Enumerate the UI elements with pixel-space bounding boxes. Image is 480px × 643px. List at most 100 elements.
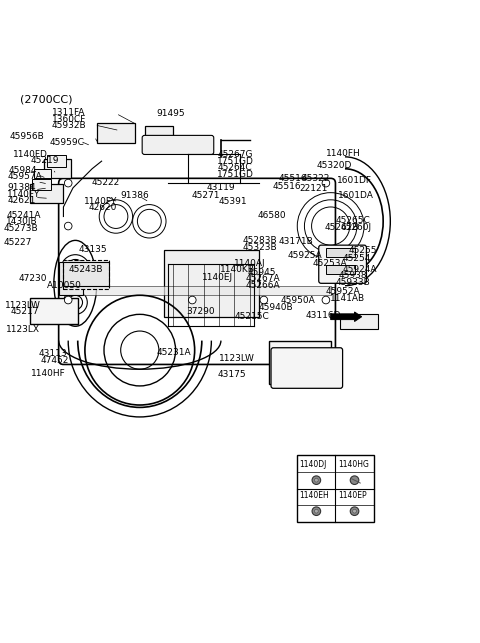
Text: 43119: 43119 xyxy=(206,183,235,192)
Text: 45924A: 45924A xyxy=(342,264,377,273)
Text: 45243B: 45243B xyxy=(68,264,103,273)
Circle shape xyxy=(322,260,330,268)
Text: 1140KB: 1140KB xyxy=(220,266,255,275)
Text: (2700CC): (2700CC) xyxy=(21,95,73,105)
Bar xyxy=(33,179,51,190)
Text: 91495: 91495 xyxy=(156,109,185,118)
Text: 1141AB: 1141AB xyxy=(330,294,365,303)
Bar xyxy=(59,262,83,295)
Text: 45222: 45222 xyxy=(91,177,120,186)
Text: A10050: A10050 xyxy=(47,281,82,290)
Text: 45938: 45938 xyxy=(338,271,367,280)
Text: 45323B: 45323B xyxy=(242,243,277,252)
Text: 45254: 45254 xyxy=(342,254,371,263)
Text: 47230: 47230 xyxy=(18,274,47,283)
Bar xyxy=(297,455,373,522)
Text: 1123LW: 1123LW xyxy=(218,354,254,363)
Bar xyxy=(164,250,259,317)
Text: 45984: 45984 xyxy=(9,166,37,175)
Text: 45262B: 45262B xyxy=(325,222,360,231)
Text: 45264C: 45264C xyxy=(217,163,252,172)
Circle shape xyxy=(353,509,357,513)
Bar xyxy=(63,260,109,289)
Text: 45260J: 45260J xyxy=(340,222,372,231)
Bar xyxy=(63,262,109,285)
Text: 45217: 45217 xyxy=(11,307,39,316)
Text: 1601DA: 1601DA xyxy=(338,191,374,200)
Text: 42621: 42621 xyxy=(7,195,36,204)
Text: 37290: 37290 xyxy=(187,307,215,316)
Text: 1311FA: 1311FA xyxy=(51,109,85,118)
Text: 45265C: 45265C xyxy=(336,216,370,225)
Text: 45273B: 45273B xyxy=(4,224,38,233)
Text: 45267A: 45267A xyxy=(246,274,280,283)
Text: 45322: 45322 xyxy=(301,174,329,183)
FancyArrow shape xyxy=(331,312,362,322)
Text: 45215C: 45215C xyxy=(235,312,269,322)
Bar xyxy=(47,156,66,167)
Text: 45266A: 45266A xyxy=(246,281,280,290)
Circle shape xyxy=(312,476,321,484)
Bar xyxy=(34,169,50,178)
Text: 45957A: 45957A xyxy=(7,172,42,181)
Text: 45231A: 45231A xyxy=(157,348,192,357)
Circle shape xyxy=(350,476,359,484)
Text: 43113: 43113 xyxy=(38,349,67,358)
Text: 1140EJ: 1140EJ xyxy=(202,273,233,282)
FancyBboxPatch shape xyxy=(319,245,366,284)
Circle shape xyxy=(260,296,268,304)
Text: 43135: 43135 xyxy=(79,246,108,255)
Circle shape xyxy=(314,509,318,513)
Bar xyxy=(326,248,355,257)
Bar xyxy=(340,314,378,329)
Circle shape xyxy=(350,507,359,516)
Text: 45950A: 45950A xyxy=(280,296,315,305)
Text: 45940B: 45940B xyxy=(258,303,293,312)
Text: 1140AJ: 1140AJ xyxy=(234,258,266,267)
Text: 91384: 91384 xyxy=(7,183,36,192)
Text: 45956B: 45956B xyxy=(10,132,45,141)
Bar xyxy=(97,123,135,143)
Text: 1751GD: 1751GD xyxy=(217,157,254,166)
Text: 1140FY: 1140FY xyxy=(7,190,40,199)
Text: 45267G: 45267G xyxy=(217,150,252,159)
Text: 45227: 45227 xyxy=(4,239,32,248)
Bar xyxy=(30,184,63,203)
Text: 1140FH: 1140FH xyxy=(326,149,360,158)
Bar xyxy=(326,265,355,274)
Text: 1140FD: 1140FD xyxy=(13,150,48,159)
Text: 91386: 91386 xyxy=(120,190,149,199)
Circle shape xyxy=(314,478,318,482)
Text: 46580: 46580 xyxy=(257,211,286,220)
Bar xyxy=(68,285,331,295)
Text: 1140EH: 1140EH xyxy=(300,491,329,500)
Text: 43175: 43175 xyxy=(217,370,246,379)
Text: 43171B: 43171B xyxy=(278,237,313,246)
Text: 1123LW: 1123LW xyxy=(5,301,41,310)
Bar xyxy=(44,159,71,178)
Text: 1140EP: 1140EP xyxy=(338,491,366,500)
Text: 43116D: 43116D xyxy=(306,311,341,320)
Text: 1140FY: 1140FY xyxy=(84,197,117,206)
Text: 45391: 45391 xyxy=(219,197,248,206)
Text: 45932B: 45932B xyxy=(51,121,86,130)
Text: 45283B: 45283B xyxy=(242,236,277,245)
Text: 45925A: 45925A xyxy=(288,251,323,260)
Text: 1140DJ: 1140DJ xyxy=(300,460,327,469)
Text: 45255: 45255 xyxy=(349,246,377,255)
Text: 45516: 45516 xyxy=(278,174,307,183)
Circle shape xyxy=(312,507,321,516)
Circle shape xyxy=(64,179,72,187)
Text: 22121: 22121 xyxy=(300,185,328,194)
Text: 45933B: 45933B xyxy=(336,278,370,287)
Text: 1360CF: 1360CF xyxy=(51,114,86,123)
Text: 1430JB: 1430JB xyxy=(6,217,38,226)
Text: 47452: 47452 xyxy=(40,356,69,365)
Text: 1123LX: 1123LX xyxy=(6,325,40,334)
Circle shape xyxy=(64,222,72,230)
Text: 45271: 45271 xyxy=(192,190,220,199)
Text: 45516: 45516 xyxy=(273,182,301,191)
Circle shape xyxy=(189,296,196,304)
Text: 1751GD: 1751GD xyxy=(217,170,254,179)
Text: 1601DF: 1601DF xyxy=(337,176,372,185)
